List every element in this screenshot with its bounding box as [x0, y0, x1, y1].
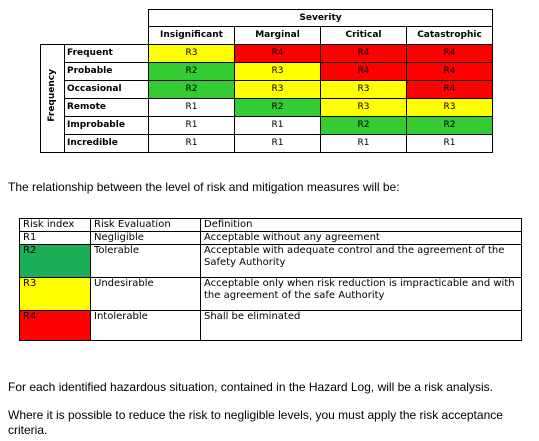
risk-definition-cell: Acceptable with adequate control and the… [200, 244, 522, 278]
mitigation-header-definition: Definition [200, 218, 522, 232]
risk-cell: R2 [406, 116, 493, 135]
severity-header: Severity [148, 9, 493, 27]
risk-cell: R2 [148, 80, 235, 99]
severity-column-header: Marginal [234, 26, 321, 45]
risk-cell: R1 [148, 134, 235, 153]
severity-column-header: Catastrophic [406, 26, 493, 45]
risk-index-cell: R3 [19, 277, 91, 311]
frequency-row-label: Improbable [64, 116, 149, 135]
risk-cell: R1 [148, 98, 235, 117]
risk-matrix: Severity Insignificant Marginal Critical… [40, 9, 493, 153]
risk-index-cell: R4 [19, 310, 91, 341]
risk-cell: R1 [406, 134, 493, 153]
risk-cell: R3 [320, 98, 407, 117]
risk-cell: R3 [234, 62, 321, 81]
mitigation-table: Risk index Risk Evaluation Definition R1… [19, 218, 522, 341]
frequency-row-label: Frequent [64, 44, 149, 63]
risk-index-cell: R1 [19, 231, 91, 245]
frequency-row-label: Occasional [64, 80, 149, 99]
risk-cell: R3 [234, 80, 321, 99]
risk-definition-cell: Shall be eliminated [200, 310, 522, 341]
risk-evaluation-cell: Intolerable [90, 310, 201, 341]
risk-evaluation-cell: Tolerable [90, 244, 201, 278]
risk-cell: R3 [406, 98, 493, 117]
frequency-row-label: Remote [64, 98, 149, 117]
risk-definition-cell: Acceptable without any agreement [200, 231, 522, 245]
risk-cell: R3 [320, 80, 407, 99]
risk-cell: R1 [320, 134, 407, 153]
risk-cell: R1 [148, 116, 235, 135]
mitigation-header-index: Risk index [19, 218, 91, 232]
risk-cell: R2 [320, 116, 407, 135]
risk-cell: R4 [406, 44, 493, 63]
risk-cell: R4 [406, 62, 493, 81]
frequency-row-label: Incredible [64, 134, 149, 153]
risk-cell: R4 [234, 44, 321, 63]
severity-column-header: Insignificant [148, 26, 235, 45]
paragraph-risk-acceptance: Where it is possible to reduce the risk … [8, 408, 503, 437]
risk-cell: R4 [406, 80, 493, 99]
frequency-row-label: Probable [64, 62, 149, 81]
severity-column-header: Critical [320, 26, 407, 45]
risk-evaluation-cell: Undesirable [90, 277, 201, 311]
risk-cell: R2 [234, 98, 321, 117]
frequency-header: Frequency [40, 44, 65, 153]
risk-definition-cell: Acceptable only when risk reduction is i… [200, 277, 522, 311]
risk-evaluation-cell: Negligible [90, 231, 201, 245]
risk-cell: R2 [148, 62, 235, 81]
risk-cell: R3 [148, 44, 235, 63]
relationship-text: The relationship between the level of ri… [8, 180, 400, 194]
mitigation-header-evaluation: Risk Evaluation [90, 218, 201, 232]
risk-cell: R1 [234, 116, 321, 135]
risk-index-cell: R2 [19, 244, 91, 278]
risk-cell: R1 [234, 134, 321, 153]
paragraph-risk-analysis: For each identified hazardous situation,… [8, 380, 493, 394]
risk-cell: R4 [320, 62, 407, 81]
risk-cell: R4 [320, 44, 407, 63]
